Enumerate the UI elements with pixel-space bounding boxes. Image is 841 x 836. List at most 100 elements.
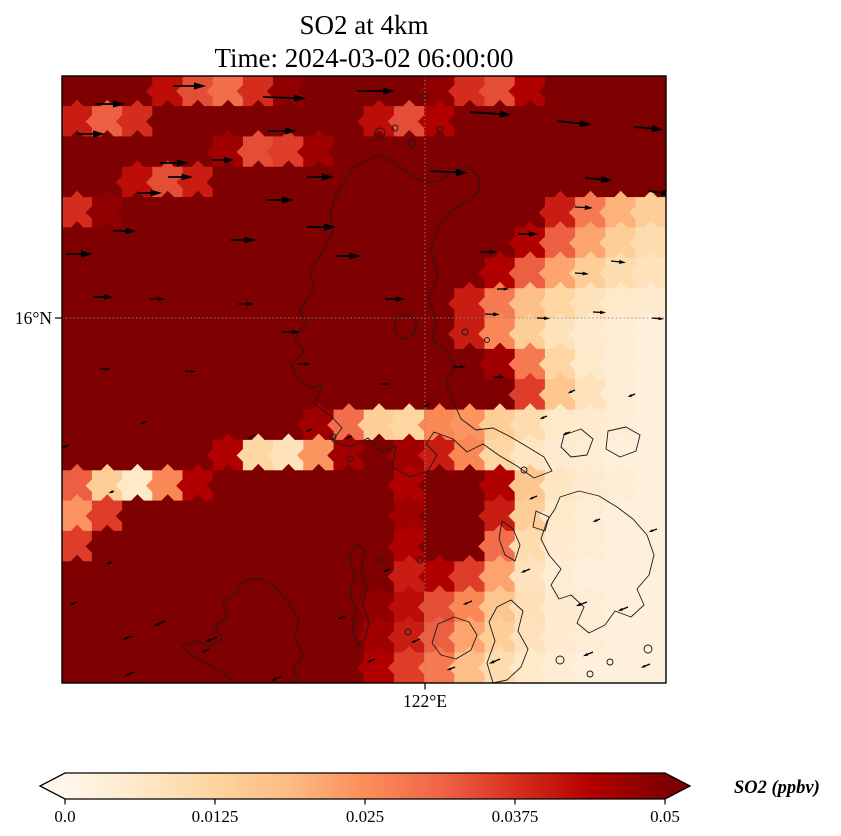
wind-arrow-head: [396, 296, 405, 302]
heatmap-cell-diamond: [236, 221, 280, 265]
wind-arrow: [610, 259, 626, 264]
wind-arrow: [282, 329, 300, 335]
wind-arrow: [93, 294, 113, 300]
wind-arrow-head: [575, 602, 582, 607]
wind-arrow-head: [446, 667, 452, 671]
heatmap-cell-diamond: [327, 524, 371, 569]
heatmap-cell-diamond: [176, 312, 220, 356]
heatmap-cell-diamond: [387, 463, 431, 508]
heatmap-cell-diamond: [266, 494, 311, 538]
wind-arrow: [173, 82, 206, 90]
heatmap-cell-diamond: [599, 372, 643, 417]
heatmap-cell-diamond: [62, 554, 99, 599]
heatmap-cell-diamond: [538, 494, 582, 538]
heatmap-cell-diamond: [297, 494, 341, 538]
heatmap-cell-diamond: [115, 130, 160, 174]
heatmap-cell-diamond: [478, 585, 522, 629]
wind-arrow: [262, 94, 306, 102]
wind-arrow: [562, 431, 571, 435]
heatmap-cell-diamond: [357, 403, 401, 447]
heatmap-cell-diamond: [387, 494, 431, 538]
heatmap-cell-diamond: [448, 585, 492, 629]
heatmap-cell-diamond: [327, 494, 371, 538]
heatmap-cell-diamond: [478, 281, 522, 326]
heatmap-cell-diamond: [448, 281, 492, 326]
wind-arrow-shaft: [584, 177, 605, 181]
heatmap-cell-diamond: [146, 403, 190, 447]
wind-arrow-head: [291, 329, 300, 335]
wind-arrow: [69, 601, 78, 606]
heatmap-cell-diamond: [206, 524, 250, 569]
heatmap-cell-diamond: [478, 342, 522, 387]
wind-arrow-head: [293, 94, 306, 102]
wind-arrow-head: [385, 382, 390, 386]
wind-arrow: [150, 296, 165, 302]
heatmap-cell-diamond: [387, 585, 431, 629]
heatmap-cell-diamond: [357, 524, 401, 569]
heatmap-cell-diamond: [206, 463, 250, 508]
islet-coastline: [555, 655, 565, 665]
wind-arrow-head: [539, 416, 545, 420]
heatmap-cell-diamond: [417, 403, 462, 447]
islet-coastline: [520, 466, 528, 474]
wind-arrow-shaft: [429, 170, 460, 174]
heatmap-cell-diamond: [206, 342, 250, 387]
heatmap-cell-diamond: [478, 524, 522, 569]
wind-arrow: [124, 671, 135, 676]
heatmap-cell-diamond: [327, 463, 371, 508]
wind-arrow-head: [529, 231, 538, 237]
heatmap-cell-diamond: [508, 615, 552, 660]
heatmap-cell-diamond: [629, 312, 666, 356]
heatmap-cell-diamond: [417, 615, 462, 660]
heatmap-cell-diamond: [176, 99, 220, 144]
wind-arrow: [582, 651, 594, 657]
lon-tick-label: 122°E: [403, 691, 447, 711]
islet-coastline: [404, 628, 412, 636]
heatmap-cell-diamond: [387, 190, 431, 235]
heatmap-cell-diamond: [568, 99, 613, 144]
heatmap-cell-diamond: [62, 76, 99, 113]
heatmap-cell-diamond: [448, 524, 492, 569]
heatmap-cell-diamond: [85, 403, 129, 447]
heatmap-cell-diamond: [115, 99, 160, 144]
heatmap-cell-diamond: [568, 585, 613, 629]
heatmap-cell-diamond: [357, 190, 401, 235]
heatmap-cell-diamond: [236, 281, 280, 326]
heatmap-cell-diamond: [387, 433, 431, 478]
wind-arrow: [238, 301, 254, 307]
heatmap-cell-diamond: [85, 76, 129, 113]
heatmap-cell-diamond: [327, 251, 371, 296]
heatmap-cell-diamond: [538, 524, 582, 569]
wind-arrow-head: [618, 259, 626, 264]
wind-arrow: [139, 420, 148, 425]
heatmap-cell-diamond: [146, 372, 190, 417]
wind-arrow: [539, 415, 548, 420]
heatmap-cell-diamond: [85, 494, 129, 538]
wind-arrow-head: [640, 664, 646, 668]
heatmap-cell-diamond: [146, 554, 190, 599]
wind-arrow-head: [567, 390, 573, 394]
heatmap-cell-diamond: [297, 312, 341, 356]
colorbar: 0.0 0.0125 0.025 0.0375 0.05: [38, 772, 692, 826]
heatmap-cell-diamond: [85, 281, 129, 326]
wind-arrow: [462, 600, 473, 605]
heatmap-cell-diamond: [206, 403, 250, 447]
heatmap-cell-diamond: [62, 403, 99, 447]
heatmap-cell-diamond: [357, 585, 401, 629]
wind-arrow: [446, 666, 456, 671]
heatmap-cell-diamond: [236, 160, 280, 205]
heatmap-cell-diamond: [387, 281, 431, 326]
wind-arrow-shaft: [262, 96, 298, 100]
heatmap-cell-diamond: [387, 342, 431, 387]
heatmap-cell-diamond: [236, 99, 280, 144]
heatmap-cell-diamond: [176, 524, 220, 569]
heatmap-cell-diamond: [115, 494, 160, 538]
heatmap-cell-diamond: [387, 99, 431, 144]
plot-subtitle: Time: 2024-03-02 06:00:00: [214, 43, 513, 73]
heatmap-cell-diamond: [297, 646, 341, 683]
heatmap-cell-diamond: [266, 130, 311, 174]
wind-arrow: [106, 561, 113, 565]
heatmap-cell-diamond: [599, 585, 643, 629]
heatmap-cell-diamond: [599, 281, 643, 326]
heatmap-cell-diamond: [599, 160, 643, 205]
